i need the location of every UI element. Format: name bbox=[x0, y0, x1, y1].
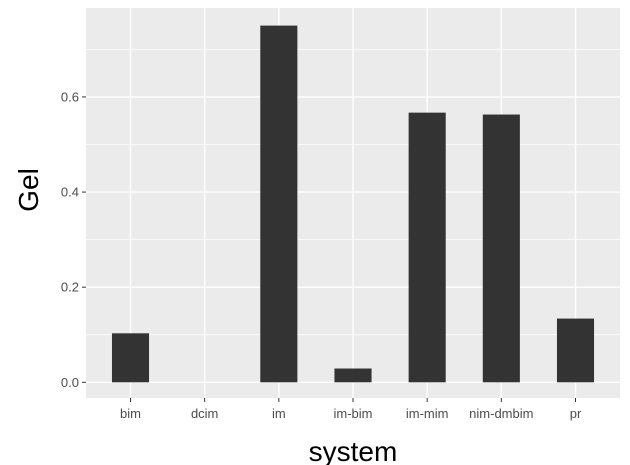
x-tick-label: im-mim bbox=[406, 406, 449, 421]
y-tick-label: 0.0 bbox=[61, 375, 79, 390]
bars bbox=[111, 25, 595, 383]
x-tick-label: im-bim bbox=[334, 406, 373, 421]
bar-im-bim bbox=[334, 368, 372, 383]
bar-im bbox=[260, 25, 298, 383]
x-axis: bim dcim im im-bim im-mim nim-dmbim pr bbox=[120, 398, 582, 421]
y-tick-label: 0.2 bbox=[61, 280, 79, 295]
y-tick-label: 0.6 bbox=[61, 89, 79, 104]
x-tick-label: im bbox=[272, 406, 286, 421]
bar-bim bbox=[111, 333, 150, 383]
x-tick-label: nim-dmbim bbox=[469, 406, 533, 421]
bar-nim-dmbim bbox=[482, 114, 520, 383]
bar-im-mim bbox=[408, 112, 446, 383]
x-tick-label: bim bbox=[120, 406, 141, 421]
y-axis-title: Gel bbox=[13, 168, 44, 212]
x-axis-title: system bbox=[309, 436, 398, 465]
y-tick-label: 0.4 bbox=[61, 185, 79, 200]
y-axis: 0.0 0.2 0.4 0.6 bbox=[61, 89, 86, 390]
x-tick-label: pr bbox=[570, 406, 582, 421]
x-tick-label: dcim bbox=[191, 406, 218, 421]
bar-pr bbox=[556, 318, 595, 383]
